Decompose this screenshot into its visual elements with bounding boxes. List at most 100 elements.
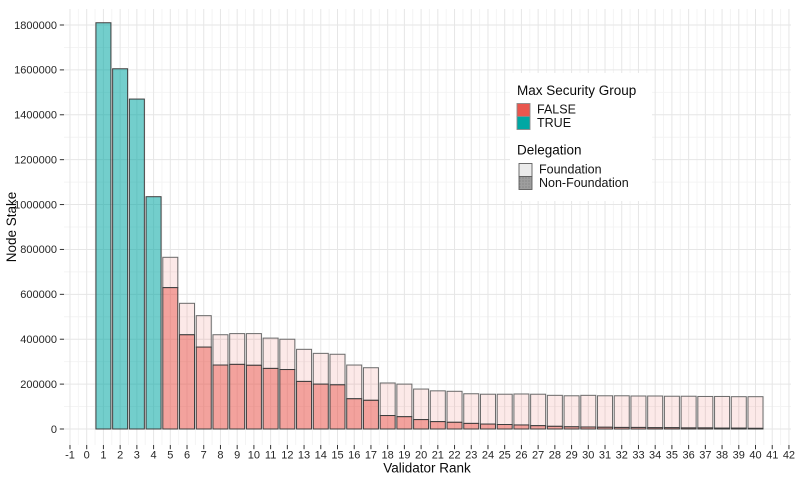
- bar-non-foundation-rank-27: [530, 425, 547, 430]
- y-tick-label: 600000: [20, 289, 57, 301]
- x-tick-label: 24: [482, 450, 494, 462]
- bar-foundation-rank-21: [429, 390, 446, 423]
- bar-non-foundation-rank-3: [128, 98, 145, 430]
- legend-label-foundation: Foundation: [539, 163, 602, 177]
- bar-foundation-rank-40: [747, 396, 764, 429]
- bar-foundation-rank-7: [195, 315, 212, 348]
- bar-foundation-rank-20: [413, 388, 430, 421]
- bar-non-foundation-rank-28: [546, 425, 563, 430]
- bar-foundation-rank-27: [530, 393, 547, 427]
- x-tick-label: 2: [117, 450, 123, 462]
- bar-non-foundation-rank-6: [179, 334, 196, 430]
- bar-non-foundation-rank-7: [195, 346, 212, 430]
- bar-foundation-rank-8: [212, 334, 229, 366]
- bar-non-foundation-rank-40: [747, 427, 764, 430]
- bar-foundation-rank-19: [396, 383, 413, 418]
- axes: -1 0 1 2 3 4 5 6 7 8 9 10 11 12 13 14 15 16 17 18 19 20 21 22 23…: [14, 20, 795, 462]
- x-tick-label: 33: [632, 450, 644, 462]
- bar-non-foundation-rank-35: [663, 427, 680, 430]
- bar-non-foundation-rank-11: [262, 367, 279, 430]
- bar-foundation-rank-26: [513, 393, 530, 426]
- bar-foundation-rank-30: [580, 394, 597, 428]
- y-tick-label: 200000: [20, 379, 57, 391]
- bar-non-foundation-rank-16: [346, 398, 363, 430]
- bar-foundation-rank-23: [463, 393, 480, 424]
- x-tick-label: 41: [766, 450, 778, 462]
- x-tick-label: 11: [265, 450, 276, 462]
- x-tick-label: 0: [84, 450, 90, 462]
- legend-label-non-foundation: Non-Foundation: [539, 176, 629, 190]
- x-tick-label: 3: [134, 450, 140, 462]
- bar-non-foundation-rank-2: [112, 68, 129, 430]
- bar-non-foundation-rank-21: [429, 421, 446, 430]
- bar-foundation-rank-25: [496, 393, 513, 426]
- x-tick-label: 32: [616, 450, 628, 462]
- bar-non-foundation-rank-10: [245, 364, 262, 430]
- bar-foundation-rank-39: [730, 396, 747, 429]
- bar-non-foundation-rank-30: [580, 426, 597, 430]
- bar-non-foundation-rank-12: [279, 369, 296, 430]
- x-tick-label: 18: [382, 450, 394, 462]
- bar-foundation-rank-18: [379, 382, 396, 417]
- x-tick-label: 16: [348, 450, 360, 462]
- x-tick-label: 6: [184, 450, 190, 462]
- legend-swatch-foundation: [518, 163, 533, 177]
- x-tick-label: 5: [167, 450, 173, 462]
- bar-non-foundation-rank-22: [446, 421, 463, 430]
- bar-foundation-rank-32: [613, 395, 630, 428]
- bar-foundation-rank-13: [296, 348, 313, 382]
- bar-non-foundation-rank-17: [362, 399, 379, 430]
- x-tick-label: 35: [666, 450, 678, 462]
- x-tick-label: 36: [682, 450, 694, 462]
- bars: [95, 22, 764, 430]
- x-tick-label: 31: [599, 450, 611, 462]
- bar-non-foundation-rank-24: [479, 423, 496, 430]
- y-tick-label: 800000: [20, 244, 57, 256]
- x-tick-label: 42: [783, 450, 795, 462]
- x-tick-label: -1: [65, 450, 75, 462]
- legend-background: [510, 73, 652, 201]
- bar-foundation-rank-16: [346, 364, 363, 400]
- bar-foundation-rank-11: [262, 337, 279, 369]
- y-axis-title: Node Stake: [4, 192, 19, 263]
- legend: Max Security Group FALSE TRUE Delegation…: [510, 73, 652, 201]
- bar-non-foundation-rank-38: [714, 427, 731, 430]
- x-tick-label: 13: [298, 450, 310, 462]
- bar-foundation-rank-36: [680, 395, 697, 429]
- bar-non-foundation-rank-20: [413, 419, 430, 430]
- bar-foundation-rank-37: [697, 395, 714, 429]
- bar-foundation-rank-15: [329, 353, 346, 386]
- y-tick-label: 1800000: [14, 20, 57, 32]
- bar-non-foundation-rank-18: [379, 415, 396, 430]
- bar-non-foundation-rank-14: [312, 383, 329, 430]
- bar-non-foundation-rank-19: [396, 416, 413, 430]
- y-tick-label: 1600000: [14, 65, 57, 77]
- bar-foundation-rank-6: [179, 302, 196, 336]
- x-tick-label: 21: [432, 450, 444, 462]
- x-tick-label: 15: [331, 450, 343, 462]
- x-tick-label: 14: [315, 450, 327, 462]
- x-tick-label: 10: [248, 450, 260, 462]
- x-tick-label: 38: [716, 450, 728, 462]
- legend-title-max-security-group: Max Security Group: [517, 83, 636, 98]
- x-tick-label: 19: [398, 450, 410, 462]
- x-tick-label: 22: [448, 450, 460, 462]
- x-tick-label: 26: [515, 450, 527, 462]
- bar-foundation-rank-28: [546, 394, 563, 427]
- x-axis-title: Validator Rank: [383, 461, 471, 476]
- bar-non-foundation-rank-8: [212, 364, 229, 430]
- x-tick-label: 39: [733, 450, 745, 462]
- legend-swatch-true: [516, 116, 531, 130]
- y-tick-label: 1200000: [14, 154, 57, 166]
- bar-non-foundation-rank-39: [730, 427, 747, 430]
- y-tick-label: 0: [51, 424, 57, 436]
- legend-swatch-non-foundation: [518, 176, 533, 190]
- x-tick-label: 12: [281, 450, 293, 462]
- legend-title-delegation: Delegation: [517, 143, 582, 158]
- bar-foundation-rank-9: [229, 333, 246, 365]
- bar-non-foundation-rank-34: [647, 427, 664, 430]
- y-tick-label: 400000: [20, 334, 57, 346]
- bar-foundation-rank-31: [597, 395, 614, 428]
- bar-foundation-rank-5: [162, 256, 179, 289]
